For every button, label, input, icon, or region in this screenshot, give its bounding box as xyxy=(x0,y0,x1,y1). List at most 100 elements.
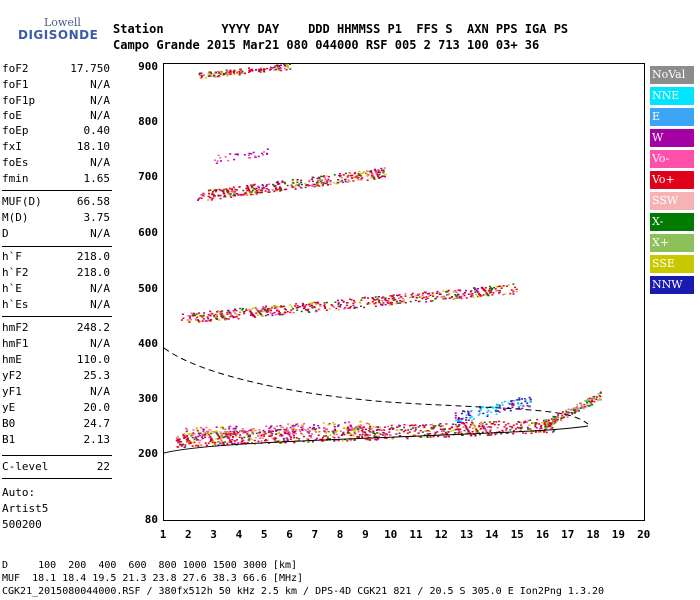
trace-point xyxy=(281,441,284,444)
trace-point xyxy=(480,425,483,428)
trace-point xyxy=(308,303,311,305)
trace-point xyxy=(308,184,311,187)
trace-point xyxy=(320,179,323,181)
trace-point xyxy=(415,297,418,299)
trace-point xyxy=(261,184,264,186)
trace-point xyxy=(544,428,546,431)
trace-point xyxy=(346,176,349,178)
trace-point xyxy=(423,291,426,293)
trace-point xyxy=(593,400,596,403)
trace-point xyxy=(451,296,454,298)
trace-point xyxy=(448,428,451,430)
trace-point xyxy=(236,193,239,195)
trace-point xyxy=(423,425,426,427)
trace-point xyxy=(528,424,531,426)
trace-point xyxy=(234,189,237,191)
trace-point xyxy=(541,422,544,424)
trace-point xyxy=(210,438,213,440)
trace-point xyxy=(511,406,514,409)
trace-point xyxy=(372,298,375,300)
trace-point xyxy=(197,313,199,315)
trace-point xyxy=(575,409,578,411)
trace-point xyxy=(454,294,457,296)
trace-point xyxy=(279,428,282,431)
trace-point xyxy=(452,423,454,425)
trace-point xyxy=(276,308,279,310)
legend-entry: NNE xyxy=(650,87,694,105)
trace-point xyxy=(210,318,213,321)
trace-point xyxy=(495,413,498,415)
trace-point xyxy=(321,438,324,440)
y-tick-label: 900 xyxy=(138,60,158,73)
trace-point xyxy=(454,412,457,414)
trace-point xyxy=(223,73,226,75)
trace-point xyxy=(471,431,474,433)
trace-point xyxy=(208,196,211,199)
trace-point xyxy=(286,438,289,440)
trace-point xyxy=(247,429,250,432)
trace-point xyxy=(349,298,352,300)
trace-point xyxy=(208,73,211,76)
trace-point xyxy=(328,423,331,425)
trace-point xyxy=(515,288,518,291)
trace-point xyxy=(479,433,481,436)
trace-point xyxy=(196,316,199,319)
trace-point xyxy=(372,430,375,432)
trace-point xyxy=(354,428,357,430)
trace-point xyxy=(351,428,354,430)
trace-point xyxy=(421,297,424,300)
trace-point xyxy=(293,428,296,431)
trace-point xyxy=(409,425,411,427)
trace-point xyxy=(376,299,379,301)
trace-point xyxy=(479,295,482,297)
trace-point xyxy=(357,436,360,439)
trace-point xyxy=(397,294,400,297)
param-value: 17.750 xyxy=(70,62,110,75)
trace-point xyxy=(239,307,242,310)
trace-point xyxy=(256,185,259,188)
trace-point xyxy=(275,310,278,312)
trace-point xyxy=(223,318,226,320)
trace-point xyxy=(245,442,247,444)
trace-point xyxy=(421,294,424,297)
trace-point xyxy=(504,424,507,426)
trace-point xyxy=(243,310,246,313)
trace-point xyxy=(234,312,237,315)
trace-point xyxy=(213,195,216,197)
trace-point xyxy=(279,190,282,192)
trace-point xyxy=(191,434,194,436)
trace-point xyxy=(478,412,481,415)
trace-point xyxy=(293,437,296,439)
trace-point xyxy=(556,419,559,421)
trace-point xyxy=(332,422,335,424)
trace-point xyxy=(234,153,237,156)
trace-point xyxy=(493,286,496,289)
trace-point xyxy=(368,170,371,173)
trace-point xyxy=(270,434,273,437)
trace-point xyxy=(340,299,343,301)
trace-point xyxy=(390,296,393,299)
trace-point xyxy=(332,182,335,184)
trace-point xyxy=(226,442,229,444)
trace-point xyxy=(269,432,272,435)
trace-point xyxy=(233,69,236,72)
trace-point xyxy=(219,438,222,440)
trace-point xyxy=(220,160,222,162)
trace-point xyxy=(370,170,373,172)
trace-point xyxy=(524,399,527,401)
trace-point xyxy=(208,436,211,439)
trace-point xyxy=(460,418,463,420)
trace-point xyxy=(363,306,366,309)
trace-point xyxy=(312,302,314,304)
trace-point xyxy=(313,301,316,304)
trace-point xyxy=(352,429,355,432)
trace-point xyxy=(261,315,264,318)
trace-point xyxy=(343,433,346,436)
trace-point xyxy=(361,429,364,432)
y-tick-label: 500 xyxy=(138,282,158,295)
trace-point xyxy=(222,432,225,435)
trace-point xyxy=(599,392,602,394)
trace-point xyxy=(261,310,264,313)
trace-point xyxy=(270,425,273,427)
trace-point xyxy=(448,293,451,295)
